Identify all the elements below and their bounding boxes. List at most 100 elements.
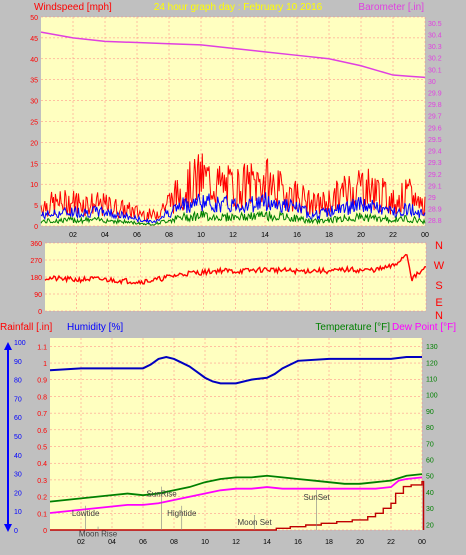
humidity-line <box>49 356 422 385</box>
wind-tick-label: 40 <box>30 57 38 64</box>
rainfall-tick-label: 1.1 <box>37 344 47 351</box>
barometer-tick-label: 30 <box>428 79 436 86</box>
barometer-tick-label: 29.9 <box>428 90 442 97</box>
annotation-label: Hightide <box>167 509 197 518</box>
humidity-tick-label: 0 <box>14 528 18 535</box>
temperature-tick-label: 50 <box>426 474 434 481</box>
wind-x-tick-label: 04 <box>101 232 109 239</box>
wind-direction-line <box>44 253 427 286</box>
temperature-tick-label: 110 <box>426 377 437 384</box>
humidity-temperature-panel: Lowtide Moon Rise SunRise Hightide Moon Set S… <box>4 338 438 546</box>
barometer-tick-label: 29.2 <box>428 172 442 179</box>
wind-tick-label: 0 <box>34 224 38 231</box>
rainfall-tick-label: 0.2 <box>37 495 47 502</box>
dewpoint-label: Dew Point [°F] <box>392 322 456 333</box>
wind-x-tick-label: 22 <box>389 232 397 239</box>
wind-x-tick-label: 06 <box>133 232 141 239</box>
humidity-tick-label: 50 <box>14 434 22 441</box>
annotation-label: Moon Rise <box>79 530 118 539</box>
wind-x-tick-label: 14 <box>261 232 269 239</box>
barometer-tick-label: 29.5 <box>428 137 442 144</box>
wind-tick-label: 25 <box>30 120 38 127</box>
direction-tick-label: 0 <box>38 309 42 316</box>
barometer-tick-label: 29 <box>428 195 436 202</box>
humidity-x-tick-label: 08 <box>170 539 178 546</box>
temperature-tick-label: 30 <box>426 506 434 513</box>
barometer-tick-label: 29.3 <box>428 160 442 167</box>
humidity-x-tick-label: 22 <box>387 539 395 546</box>
wind-tick-label: 20 <box>30 140 38 147</box>
temperature-tick-label: 80 <box>426 425 434 432</box>
wind-x-tick-label: 16 <box>293 232 301 239</box>
rainfall-tick-label: 0.7 <box>37 411 47 418</box>
rainfall-tick-label: 1 <box>43 361 47 368</box>
barometer-tick-label: 29.7 <box>428 114 442 121</box>
humidity-x-tick-label: 16 <box>294 539 302 546</box>
wind-tick-label: 50 <box>30 15 38 22</box>
rainfall-tick-label: 0.6 <box>37 428 47 435</box>
barometer-tick-label: 29.4 <box>428 149 442 156</box>
wind-low-line <box>40 210 426 226</box>
temperature-tick-label: 130 <box>426 344 438 351</box>
windspeed-label: Windspeed [mph] <box>34 2 112 13</box>
humidity-y-axis: 0 10 20 30 40 50 60 70 80 90 100 <box>4 340 26 535</box>
barometer-tick-label: 29.6 <box>428 125 442 132</box>
annotation-label: Moon Set <box>237 518 272 527</box>
barometer-tick-label: 30.3 <box>428 44 442 51</box>
temperature-tick-label: 100 <box>426 393 438 400</box>
wind-x-axis: 02 04 06 08 10 12 14 16 18 20 22 00 <box>69 232 429 239</box>
wind-tick-label: 35 <box>30 78 38 85</box>
wind-y-axis: 0 5 10 15 20 25 30 35 40 45 50 <box>30 15 38 231</box>
compass-label: N <box>435 310 443 322</box>
barometer-label: Barometer [.in] <box>358 2 424 13</box>
humidity-x-tick-label: 02 <box>77 539 85 546</box>
wind-x-tick-label: 02 <box>69 232 77 239</box>
rainfall-tick-label: 0.8 <box>37 394 47 401</box>
wind-tick-label: 15 <box>30 161 38 168</box>
rainfall-tick-label: 0.9 <box>37 378 47 385</box>
barometer-tick-label: 30.1 <box>428 67 442 74</box>
wind-tick-label: 5 <box>34 203 38 210</box>
barometer-tick-label: 29.1 <box>428 183 442 190</box>
barometer-tick-label: 30.4 <box>428 32 442 39</box>
wind-x-tick-label: 20 <box>357 232 365 239</box>
barometer-tick-label: 30.2 <box>428 56 442 63</box>
temperature-tick-label: 90 <box>426 409 434 416</box>
compass-label: N <box>435 240 443 252</box>
humidity-x-tick-label: 10 <box>201 539 209 546</box>
rainfall-tick-label: 0.5 <box>37 445 47 452</box>
wind-x-tick-label: 10 <box>197 232 205 239</box>
temperature-tick-label: 70 <box>426 441 434 448</box>
temperature-label: Temperature [°F] <box>315 322 390 333</box>
humidity-label: Humidity [%] <box>67 322 123 333</box>
compass-label: W <box>434 260 445 272</box>
rainfall-tick-label: 0.3 <box>37 478 47 485</box>
direction-tick-label: 270 <box>30 258 42 265</box>
humidity-arrow-up-icon <box>4 342 12 350</box>
humidity-x-axis: 02 04 06 08 10 12 14 16 18 20 22 00 <box>77 539 426 546</box>
barometer-tick-label: 28.9 <box>428 207 442 214</box>
wind-tick-label: 30 <box>30 99 38 106</box>
humidity-tick-label: 60 <box>14 415 22 422</box>
annotation-label: Lowtide <box>72 509 100 518</box>
temperature-tick-label: 60 <box>426 458 434 465</box>
humidity-arrow-down-icon <box>4 524 12 532</box>
compass-label: S <box>435 280 442 292</box>
wind-average-line <box>40 192 426 226</box>
wind-gust-line <box>40 153 426 222</box>
annotation-label: SunSet <box>303 493 330 502</box>
rainfall-line <box>50 480 425 531</box>
temperature-tick-label: 40 <box>426 490 434 497</box>
wind-tick-label: 45 <box>30 36 38 43</box>
temperature-tick-label: 120 <box>426 360 438 367</box>
rainfall-tick-label: 0.1 <box>37 511 47 518</box>
humidity-tick-label: 90 <box>14 359 22 366</box>
humidity-x-tick-label: 20 <box>356 539 364 546</box>
barometer-line <box>40 31 426 79</box>
humidity-x-tick-label: 18 <box>325 539 333 546</box>
humidity-tick-label: 40 <box>14 453 22 460</box>
humidity-tick-label: 10 <box>14 509 22 516</box>
humidity-tick-label: 30 <box>14 472 22 479</box>
